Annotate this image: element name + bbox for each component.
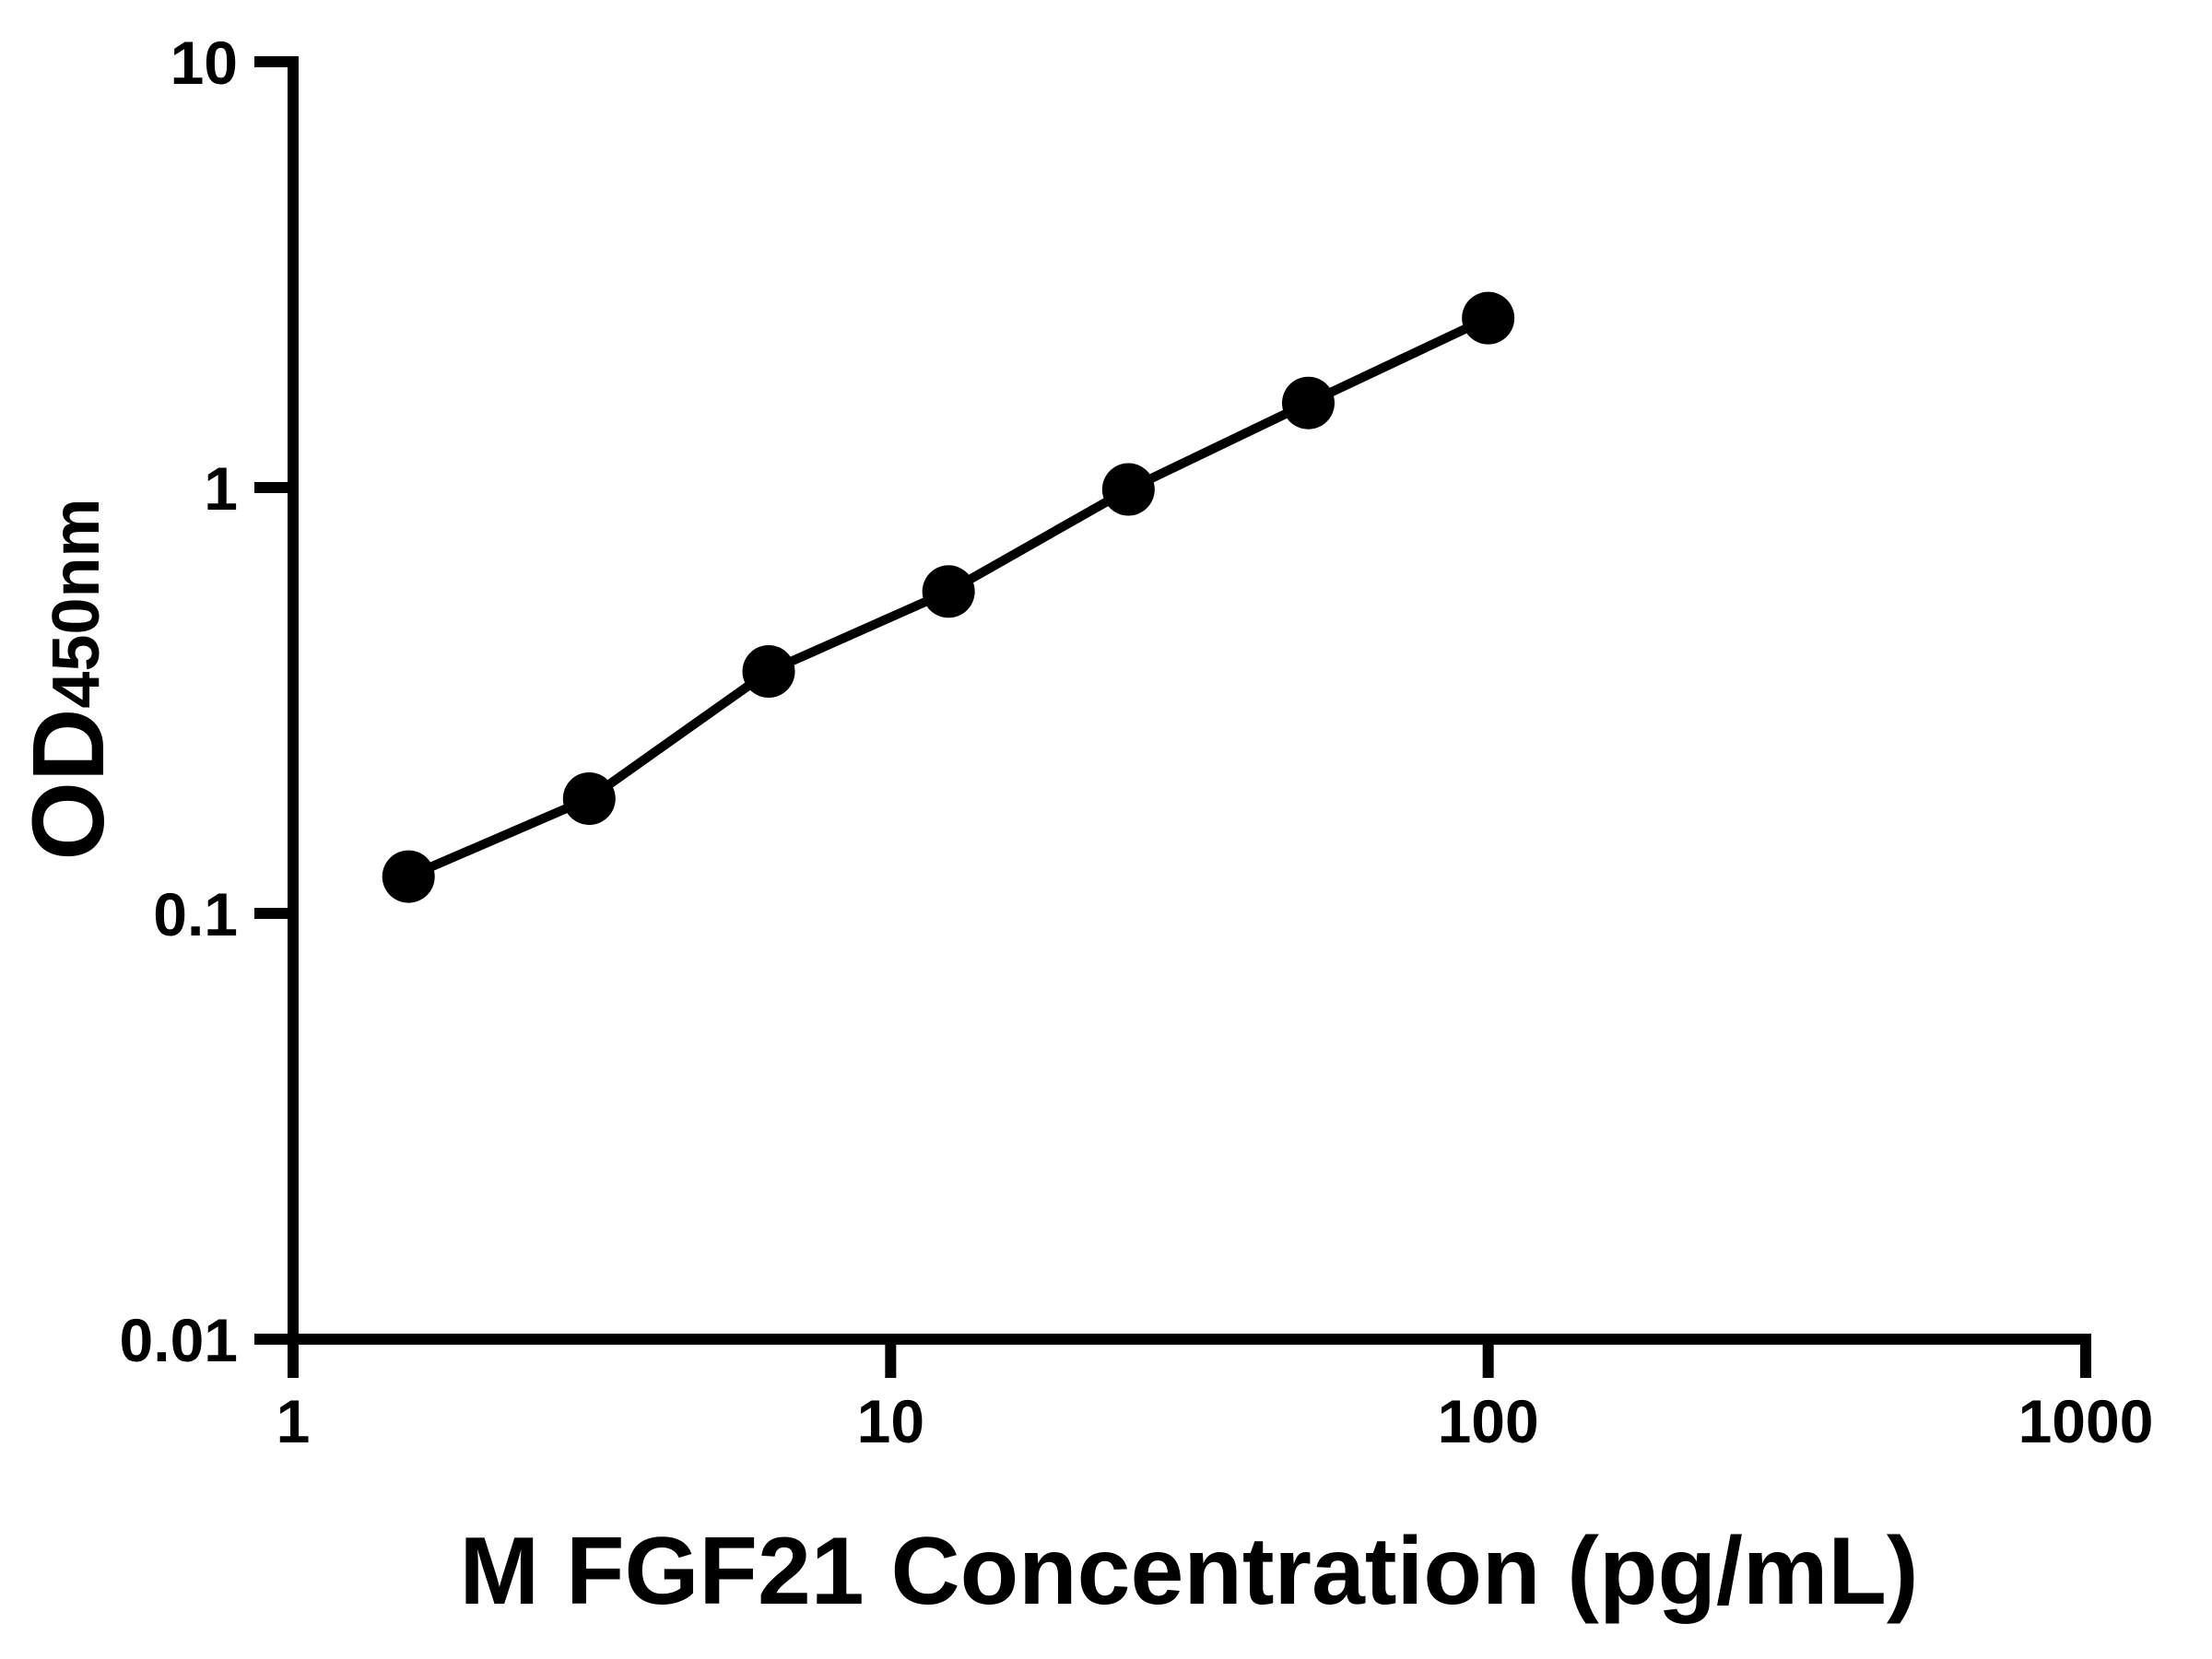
tick-labels: 0.01 0.1 1 10 1 10 100 1000 [120, 29, 2154, 1455]
x-tick-label: 1 [276, 1387, 311, 1455]
axes [254, 56, 2091, 1378]
x-tick-label: 10 [857, 1387, 924, 1455]
data-point [922, 565, 975, 618]
y-axis-title-subscript: 450nm [40, 498, 113, 708]
x-tick-label: 100 [1438, 1387, 1539, 1455]
data-point [742, 644, 795, 698]
data-series [382, 291, 1515, 903]
axis-spine [288, 56, 2091, 1345]
data-point [562, 771, 616, 825]
data-point [382, 850, 435, 903]
y-axis-title-main: OD [12, 709, 125, 861]
y-axis-title: OD450nm [12, 498, 125, 860]
y-tick-label: 0.01 [120, 1306, 238, 1374]
data-point [1462, 291, 1515, 345]
y-tick-label: 1 [204, 454, 238, 523]
x-tick-label: 1000 [2018, 1387, 2154, 1455]
y-tick-label: 10 [171, 29, 238, 97]
x-axis-title: M FGF21 Concentration (pg/mL) [459, 1518, 1918, 1625]
data-point [1281, 376, 1335, 429]
y-tick-label: 0.1 [153, 880, 238, 948]
data-point [1101, 463, 1155, 516]
